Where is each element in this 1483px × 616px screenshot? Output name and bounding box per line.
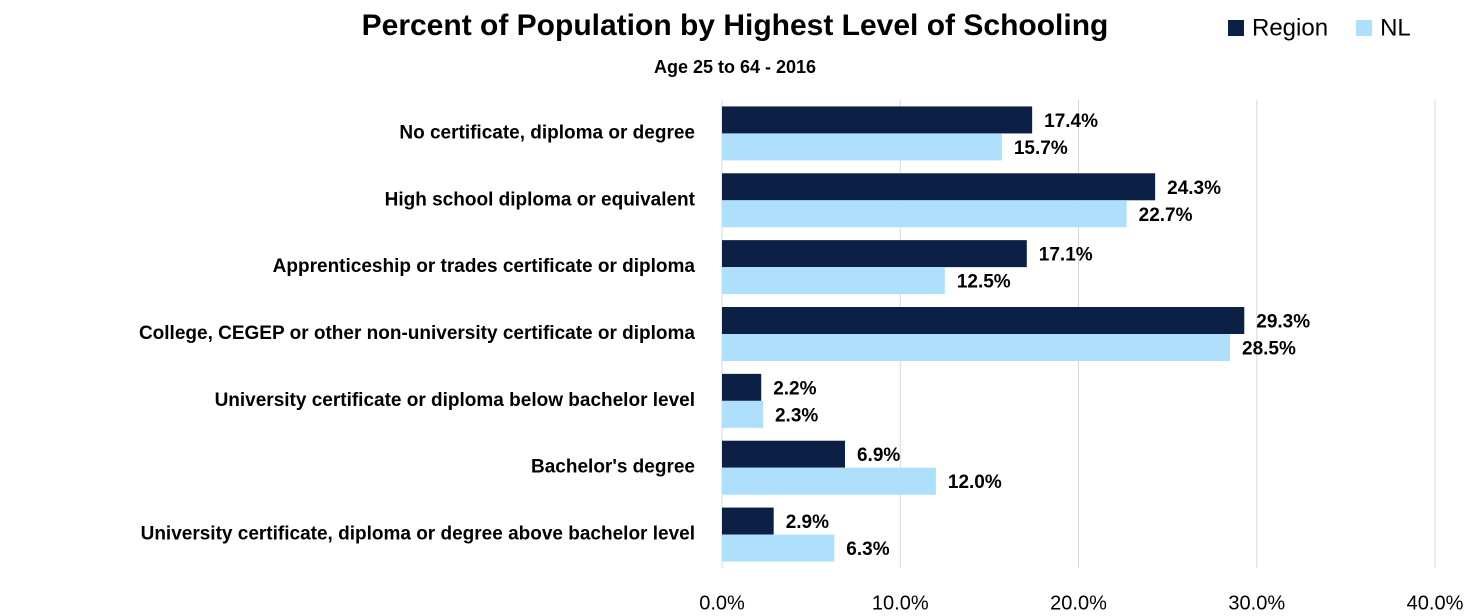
y-tick-label: University certificate or diploma below … bbox=[215, 390, 695, 411]
x-tick-label: 10.0% bbox=[872, 592, 929, 614]
y-tick-label: Apprenticeship or trades certificate or … bbox=[273, 256, 696, 277]
x-tick-label: 30.0% bbox=[1228, 592, 1285, 614]
bar bbox=[722, 307, 1245, 334]
value-label: 2.2% bbox=[773, 378, 816, 399]
legend-label: Region bbox=[1252, 14, 1328, 41]
legend-swatch bbox=[1356, 20, 1373, 36]
value-label: 17.1% bbox=[1039, 245, 1093, 266]
bar bbox=[722, 507, 774, 535]
value-label: 2.9% bbox=[786, 512, 829, 533]
value-label: 6.3% bbox=[846, 539, 889, 560]
bar bbox=[722, 534, 835, 562]
legend-label: NL bbox=[1380, 14, 1411, 41]
value-label: 2.3% bbox=[775, 405, 818, 426]
x-tick-label: 0.0% bbox=[699, 592, 745, 614]
y-tick-label: No certificate, diploma or degree bbox=[399, 122, 695, 143]
value-label: 22.7% bbox=[1139, 205, 1193, 226]
bar bbox=[722, 200, 1127, 228]
x-tick-label: 20.0% bbox=[1050, 592, 1107, 614]
bar bbox=[722, 267, 945, 295]
bar bbox=[722, 400, 763, 428]
value-label: 24.3% bbox=[1167, 178, 1221, 199]
chart-title: Percent of Population by Highest Level o… bbox=[362, 9, 1109, 42]
y-tick-label: University certificate, diploma or degre… bbox=[141, 524, 695, 545]
bar bbox=[722, 106, 1033, 134]
value-label: 15.7% bbox=[1014, 138, 1068, 159]
value-label: 12.0% bbox=[948, 472, 1002, 493]
value-label: 17.4% bbox=[1044, 111, 1098, 132]
y-tick-label: College, CEGEP or other non-university c… bbox=[139, 323, 695, 344]
bar bbox=[722, 373, 762, 401]
value-label: 6.9% bbox=[857, 445, 900, 466]
value-label: 29.3% bbox=[1256, 312, 1310, 333]
value-label: 12.5% bbox=[957, 272, 1011, 293]
y-tick-label: Bachelor's degree bbox=[531, 457, 695, 478]
bar bbox=[722, 173, 1156, 201]
y-tick-label: High school diploma or equivalent bbox=[385, 189, 696, 210]
x-tick-label: 40.0% bbox=[1407, 592, 1464, 614]
bar bbox=[722, 440, 845, 468]
value-label: 28.5% bbox=[1242, 339, 1296, 360]
bar bbox=[722, 133, 1002, 161]
bar bbox=[722, 467, 936, 495]
bar bbox=[722, 334, 1231, 361]
bar bbox=[722, 240, 1027, 268]
chart-subtitle: Age 25 to 64 - 2016 bbox=[654, 57, 816, 77]
legend-swatch bbox=[1228, 20, 1244, 36]
